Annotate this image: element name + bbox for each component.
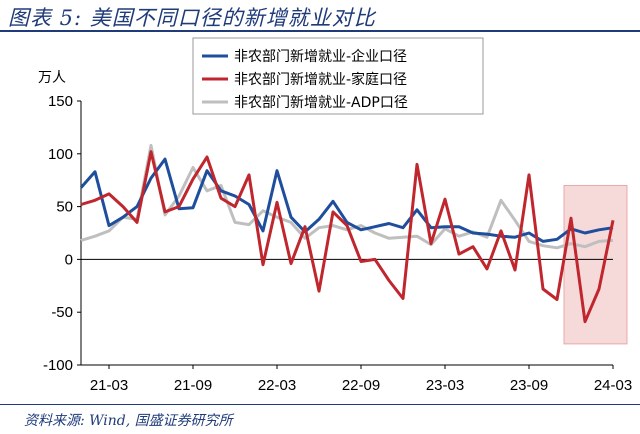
x-tick-label: 24-03 [594,377,632,394]
y-tick-label: 100 [48,146,73,163]
x-tick-label: 22-03 [258,377,296,394]
legend-label: 非农部门新增就业-家庭口径 [234,71,407,88]
x-axis: 21-03 21-09 22-03 22-09 23-03 23-09 24-03 [81,364,632,394]
x-tick-label: 23-09 [510,377,548,394]
legend-label: 非农部门新增就业-企业口径 [234,48,407,65]
y-tick-label: 150 [48,93,73,110]
y-tick-label: 0 [65,251,73,268]
y-axis-unit-label: 万人 [38,70,66,86]
y-axis: -100 -50 0 50 100 150 [43,93,82,374]
x-tick-label: 21-03 [90,377,128,394]
y-tick-label: -100 [43,357,73,374]
page-title: 图表 5: 美国不同口径的新增就业对比 [8,6,376,30]
title-rule [0,30,640,32]
source-note: 资料来源: Wind, 国盛证券研究所 [24,413,233,429]
legend-label: 非农部门新增就业-ADP口径 [234,95,408,111]
series-line-1 [80,150,615,324]
y-tick-label: -50 [51,304,73,321]
x-tick-label: 23-03 [426,377,464,394]
series-line-0 [79,157,614,243]
x-tick-label: 21-09 [174,377,212,394]
footer-rule [0,404,640,405]
y-tick-label: 50 [56,199,73,216]
series-lines [79,143,615,324]
recent-period-highlight [563,184,628,345]
x-tick-label: 22-09 [342,377,380,394]
